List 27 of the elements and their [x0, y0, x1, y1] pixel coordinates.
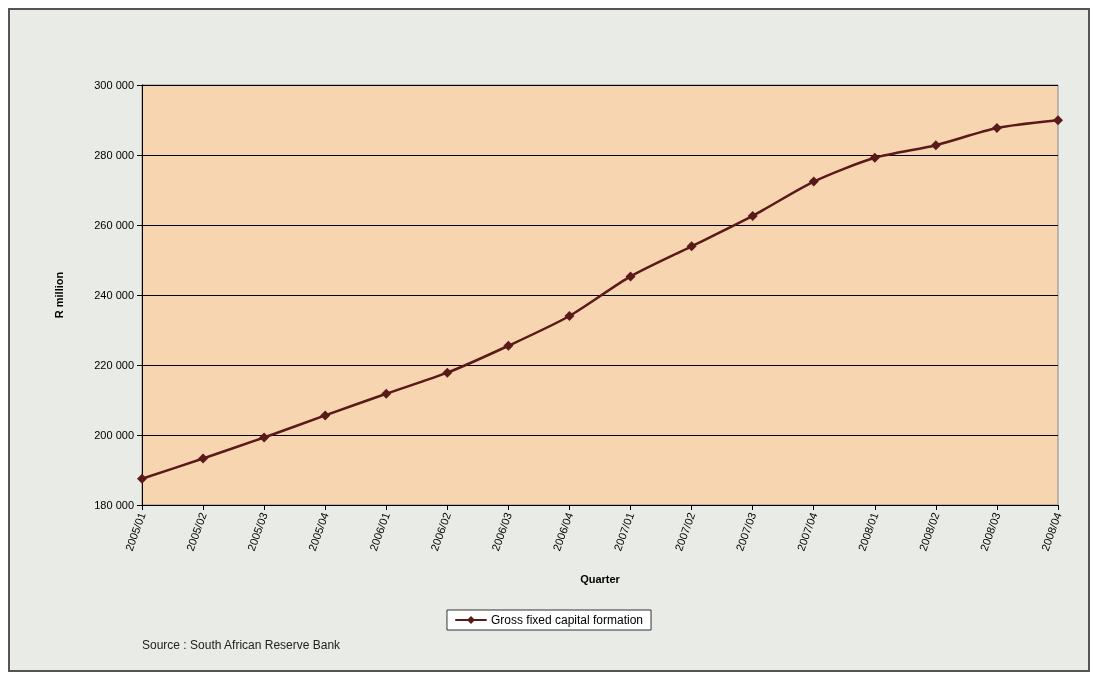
y-tick-label: 200 000: [94, 429, 134, 441]
point: [625, 271, 636, 282]
point: [259, 432, 270, 443]
legend-label: Gross fixed capital formation: [490, 613, 644, 627]
y-tick-label: 300 000: [94, 79, 134, 91]
y-tick-label: 280 000: [94, 149, 134, 161]
point: [686, 241, 697, 252]
y-tick-label: 220 000: [94, 359, 134, 371]
point: [991, 123, 1002, 134]
point: [808, 176, 819, 187]
point: [137, 473, 147, 484]
point: [747, 210, 758, 221]
x-axis-title: Quarter: [580, 572, 621, 585]
point: [198, 453, 209, 464]
point: [442, 367, 453, 378]
y-tick-label: 180 000: [94, 499, 134, 511]
point: [320, 410, 331, 421]
y-axis-title: R million: [52, 271, 65, 319]
source-note: Source : South African Reserve Bank: [142, 638, 341, 652]
point: [503, 340, 514, 351]
point: [381, 388, 392, 399]
point: [1053, 115, 1063, 126]
point: [869, 152, 880, 163]
point: [564, 311, 575, 321]
point: [930, 140, 941, 151]
y-tick-label: 240 000: [94, 289, 134, 301]
y-tick-label: 260 000: [94, 219, 134, 231]
